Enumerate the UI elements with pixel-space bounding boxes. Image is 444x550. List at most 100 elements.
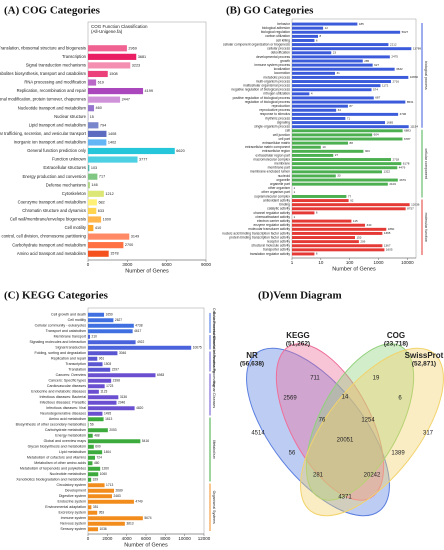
value-label: 4199 xyxy=(145,89,153,93)
value-label: 1408 xyxy=(108,132,116,136)
region-count: 711 xyxy=(310,376,320,382)
set-ellipse xyxy=(246,347,390,517)
x-tick-label: 100 xyxy=(346,260,354,265)
bar xyxy=(292,96,374,100)
value-label: 1 xyxy=(294,186,296,190)
bar xyxy=(292,162,402,166)
category-label: biological adhesion xyxy=(262,26,290,30)
category-label: Cardiovascular diseases xyxy=(47,384,86,388)
x-tick-label: 1000 xyxy=(373,260,384,265)
region-count: 6 xyxy=(398,396,402,402)
category-label: Transport and catabolism xyxy=(46,329,86,333)
bar xyxy=(88,182,90,189)
bar xyxy=(292,59,363,63)
value-label: 4796 xyxy=(400,112,407,116)
bar xyxy=(88,428,108,433)
bar xyxy=(292,236,355,240)
category-label: Signal transduction mechanisms xyxy=(26,63,86,68)
bar xyxy=(88,373,156,378)
bar xyxy=(88,312,105,317)
bar xyxy=(292,231,383,235)
category-label: Biosynthesis of other secondary metaboli… xyxy=(16,423,87,427)
value-label: 2398 xyxy=(113,379,120,383)
value-label: 4749 xyxy=(135,500,142,504)
category-label: Cancers: Overview xyxy=(56,373,87,377)
category-label: Neurodegenerative diseases xyxy=(40,412,86,416)
category-label: Carbohydrate metabolism xyxy=(45,428,86,432)
value-label: 3632 xyxy=(396,67,403,71)
value-label: 12036 xyxy=(411,202,420,206)
bar xyxy=(88,450,103,455)
category-label: nitrogen utilization xyxy=(263,92,290,96)
value-label: 8 xyxy=(320,34,322,38)
x-tick-label: 6000 xyxy=(162,262,173,267)
value-label: 11154 xyxy=(410,124,418,128)
value-label: 2969 xyxy=(128,46,136,50)
category-label: cellular process xyxy=(267,47,290,51)
value-label: 794 xyxy=(100,123,106,127)
region-count: 1254 xyxy=(361,418,375,424)
category-label: Metabolism of other amino acids xyxy=(34,461,86,465)
value-label: 4479 xyxy=(399,166,406,170)
value-label: 1 xyxy=(294,215,296,219)
category-label: response to stimulus xyxy=(260,112,291,116)
category-label: other organism part xyxy=(261,190,290,194)
bar xyxy=(292,22,358,26)
category-label: Translation xyxy=(68,368,86,372)
category-label: Infectious diseases: Bacterial xyxy=(39,395,86,399)
bar xyxy=(88,444,94,449)
category-label: Replication, recombination and repair xyxy=(17,88,87,93)
value-label: 340 xyxy=(366,223,371,227)
value-label: 71 xyxy=(347,116,351,120)
panel-title: (B) GO Categories xyxy=(226,5,314,17)
category-label: biological regulation xyxy=(261,30,290,34)
value-label: 1508 xyxy=(109,72,117,76)
value-label: 1685 xyxy=(387,120,394,124)
value-label: 1000 xyxy=(103,217,111,221)
category-label: Cell growth and death xyxy=(51,313,86,317)
bar xyxy=(292,219,352,223)
category-label: Cell motility xyxy=(65,225,87,230)
value-label: 185 xyxy=(359,22,364,26)
bar xyxy=(88,472,99,477)
category-label: behavior xyxy=(277,22,291,26)
category-label: membrane xyxy=(274,162,290,166)
value-label: 4922 xyxy=(137,340,144,344)
bar xyxy=(88,367,111,372)
set-ellipse xyxy=(300,347,444,517)
category-label: Nucleotide transport and metabolism xyxy=(18,105,87,110)
value-label: 961 xyxy=(99,357,105,361)
bar xyxy=(292,252,315,256)
category-label: Transcription xyxy=(62,54,87,59)
category-label: Function unknown xyxy=(52,157,87,162)
category-label: extracellular matrix xyxy=(262,141,290,145)
region-count: 20051 xyxy=(337,438,354,444)
value-label: 3046 xyxy=(119,351,126,355)
bar xyxy=(88,505,92,510)
value-label: 8531 xyxy=(407,100,414,104)
chart-title: COG Function Classification xyxy=(91,24,148,29)
value-label: 2109 xyxy=(389,182,396,186)
category-label: membrane part xyxy=(268,166,290,170)
region-count: 56 xyxy=(289,451,296,457)
bar xyxy=(88,461,93,466)
category-label: Circulatory system xyxy=(56,483,86,487)
x-tick-label: 12000 xyxy=(198,536,211,541)
value-label: 56 xyxy=(90,423,94,427)
value-label: 92 xyxy=(350,198,354,202)
value-label: 77 xyxy=(348,194,352,198)
x-tick-label: 9000 xyxy=(201,262,212,267)
category-label: binding xyxy=(279,203,290,207)
category-label: Amino acid metabolism xyxy=(49,417,86,421)
value-label: 3681 xyxy=(138,55,146,59)
bar xyxy=(88,477,92,482)
region-count: 1389 xyxy=(391,451,405,457)
value-label: 1723 xyxy=(106,384,113,388)
value-label: 4738 xyxy=(135,324,142,328)
value-label: 4617 xyxy=(134,329,141,333)
category-label: Excretory system xyxy=(58,511,86,515)
bar xyxy=(88,521,125,526)
bar xyxy=(88,494,113,499)
value-label: 1365 xyxy=(384,231,391,235)
